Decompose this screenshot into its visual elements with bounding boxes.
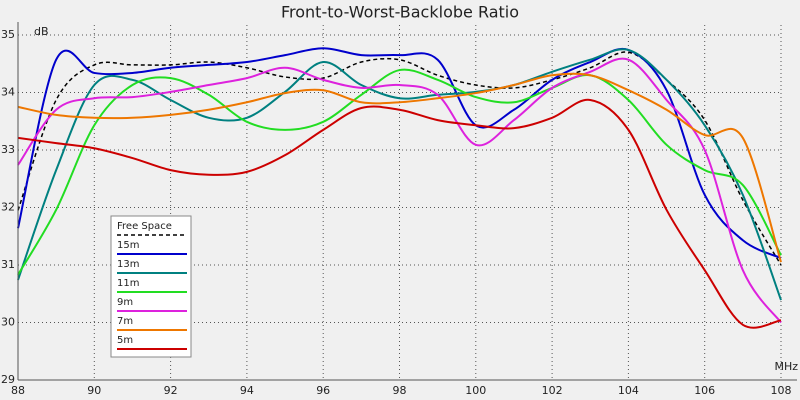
x-tick-label: 104 [618, 384, 639, 397]
x-tick-label: 90 [87, 384, 101, 397]
legend-label: 9m [117, 297, 133, 308]
legend-label: 7m [117, 316, 133, 327]
y-tick-label: 29 [1, 373, 15, 386]
x-tick-label: 106 [694, 384, 715, 397]
legend-box [110, 215, 192, 358]
series-line [17, 57, 782, 324]
x-tick-label: 98 [393, 384, 407, 397]
legend-label: 13m [117, 259, 139, 270]
y-tick-label: 35 [1, 28, 15, 41]
y-tick-label: 32 [1, 201, 15, 214]
x-tick-label: 88 [11, 384, 25, 397]
legend-label: 11m [117, 278, 139, 289]
x-tick-label: 94 [240, 384, 254, 397]
series-line [17, 98, 782, 329]
y-tick-label: 33 [1, 143, 15, 156]
series-line [17, 47, 782, 260]
y-tick-label: 31 [1, 258, 15, 271]
y-tick-label: 30 [1, 316, 15, 329]
y-axis-label: dB [34, 25, 49, 38]
x-tick-label: 96 [316, 384, 330, 397]
series-line [17, 72, 782, 263]
plot-lines [17, 47, 782, 329]
y-tick-label: 34 [1, 86, 15, 99]
series-line [17, 48, 782, 301]
series-line [17, 68, 782, 276]
x-tick-label: 100 [465, 384, 486, 397]
legend-label: 5m [117, 335, 133, 346]
legend-label: Free Space [117, 221, 172, 232]
x-tick-label: 108 [771, 384, 792, 397]
legend: Free Space 15m 13m 11m 9m 7m 5m [110, 215, 192, 358]
x-axis-label: MHz [774, 360, 798, 373]
x-tick-label: 92 [164, 384, 178, 397]
chart-title: Front-to-Worst-Backlobe Ratio [281, 3, 519, 22]
x-tick-label: 102 [542, 384, 563, 397]
legend-label: 15m [117, 240, 139, 251]
